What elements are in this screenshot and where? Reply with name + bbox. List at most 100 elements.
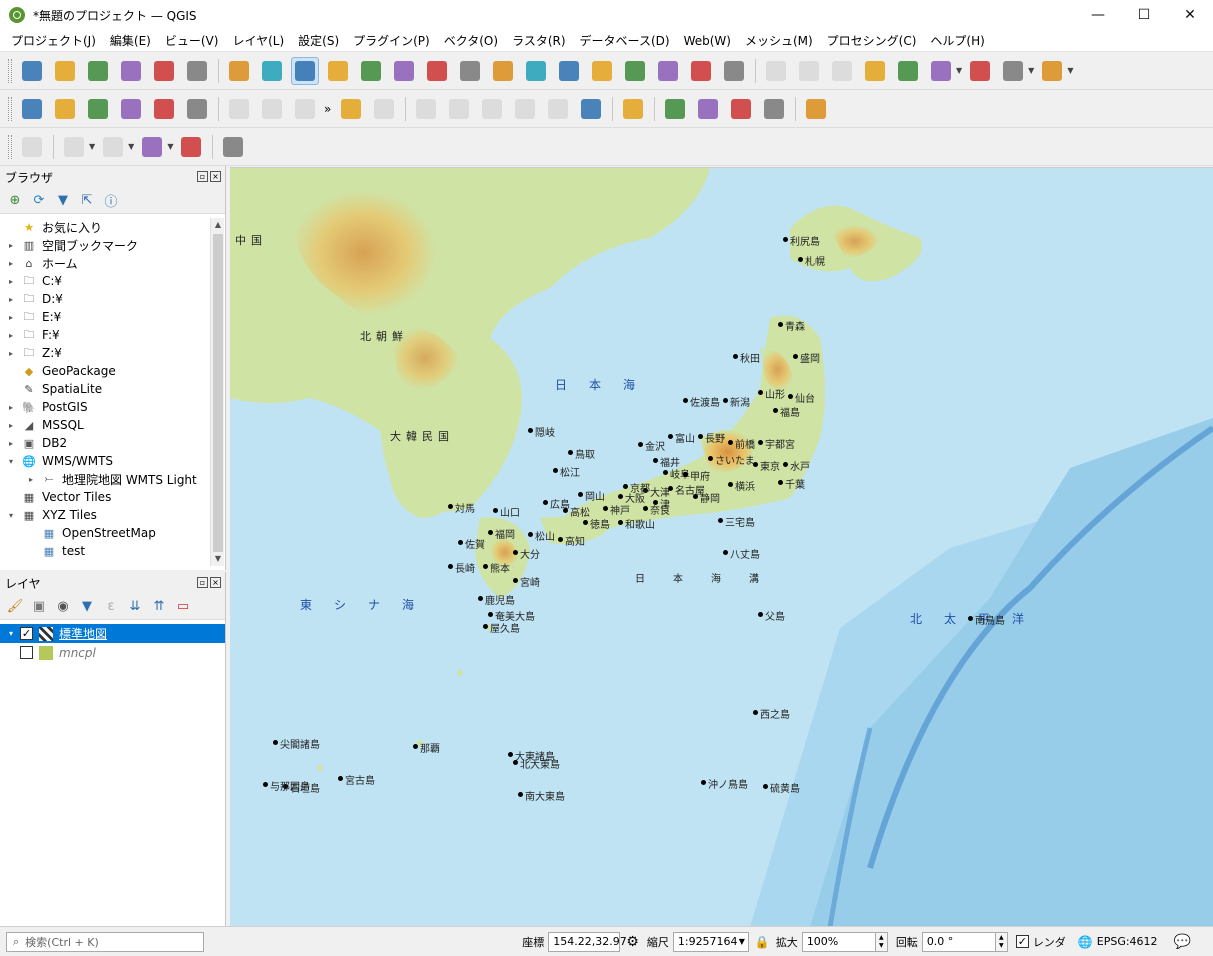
gis-plugin-button[interactable] [219, 133, 247, 161]
expand-arrow-icon[interactable]: ▸ [8, 258, 13, 268]
menu-raster[interactable]: ラスタ(R) [512, 34, 566, 48]
locator-search[interactable]: ⌕ 検索(Ctrl + K) [6, 931, 204, 952]
zoom-native-button[interactable] [456, 57, 484, 85]
properties-icon[interactable]: ⓘ [104, 195, 118, 210]
label-show-button[interactable] [478, 95, 506, 123]
select-location-button[interactable] [177, 133, 205, 161]
measure-button[interactable] [927, 57, 955, 85]
expand-arrow-icon[interactable]: ▸ [8, 240, 13, 250]
map-tips-button[interactable] [966, 57, 994, 85]
magnifier-spinner[interactable]: ▲ ▼ [875, 931, 888, 952]
browser-item[interactable]: ▸ ▣ DB2 [0, 434, 210, 452]
chevron-down-icon[interactable]: ▼ [1028, 66, 1035, 75]
menu-edit[interactable]: 編集(E) [109, 34, 151, 48]
identify-button[interactable] [762, 57, 790, 85]
text-annotation-button[interactable] [1038, 57, 1066, 85]
zoom-layer-button[interactable] [423, 57, 451, 85]
toolbar-grip[interactable] [8, 58, 12, 83]
qms-button[interactable] [694, 95, 722, 123]
zoom-out-button[interactable] [324, 57, 352, 85]
select-by-area-button[interactable] [60, 133, 88, 161]
refresh-button[interactable] [720, 57, 748, 85]
new-shapefile-button[interactable] [84, 95, 112, 123]
close-button[interactable]: ✕ [1184, 7, 1196, 23]
render-checkbox[interactable]: ✓ [1015, 935, 1029, 948]
label-pin-button[interactable] [445, 95, 473, 123]
expand-arrow-icon[interactable]: ▸ [8, 330, 13, 340]
filter-expression-icon[interactable]: ε [107, 599, 115, 614]
scroll-down-icon[interactable]: ▼ [214, 554, 222, 563]
expand-arrow-icon[interactable]: ▾ [8, 510, 13, 520]
wkt-button[interactable] [760, 95, 788, 123]
browser-item[interactable]: ✎ SpatiaLite [0, 380, 210, 398]
browser-item[interactable]: ▸ ⤚ 地理院地図 WMTS Light [0, 470, 210, 488]
browser-item[interactable]: ▦ test [0, 542, 210, 560]
label-move-button[interactable] [511, 95, 539, 123]
menu-web[interactable]: Web(W) [683, 33, 731, 48]
filter-icon[interactable]: ▼ [58, 193, 68, 208]
scroll-up-icon[interactable]: ▲ [214, 220, 222, 229]
lock-icon[interactable]: 🔒 [754, 934, 770, 949]
menu-help[interactable]: ヘルプ(H) [930, 34, 985, 48]
scale-field[interactable]: 1:9257164 ▼ [672, 931, 749, 952]
browser-scrollbar[interactable]: ▲ ▼ [210, 218, 224, 566]
layer-item[interactable]: mncpl [0, 643, 225, 662]
new-virtual-layer-button[interactable] [150, 95, 178, 123]
label-rotate-button[interactable] [544, 95, 572, 123]
new-map-view-button[interactable] [555, 57, 583, 85]
new-memory-layer-button[interactable] [183, 95, 211, 123]
label-change-button[interactable] [577, 95, 605, 123]
remove-layer-icon[interactable]: ▭ [176, 599, 190, 614]
expand-arrow-icon[interactable]: ▸ [8, 420, 13, 430]
select-feature-button[interactable] [18, 133, 46, 161]
menu-plugins[interactable]: プラグイン(P) [353, 34, 430, 48]
browser-item[interactable]: ▸ 🗀 D:¥ [0, 290, 210, 308]
refresh-icon[interactable]: ⟳ [33, 193, 45, 208]
zoom-next-button[interactable] [522, 57, 550, 85]
bookmark-new-button[interactable] [621, 57, 649, 85]
expand-arrow-icon[interactable]: ▸ [8, 438, 13, 448]
temporal-button[interactable] [687, 57, 715, 85]
menu-view[interactable]: ビュー(V) [164, 34, 219, 48]
collapse-all-icon[interactable]: ⇱ [81, 193, 93, 208]
crs-icon[interactable]: 🌐 [1077, 934, 1093, 949]
label-button[interactable] [412, 95, 440, 123]
add-selected-layers-icon[interactable]: ⊕ [9, 193, 21, 208]
menu-settings[interactable]: 設定(S) [298, 34, 340, 48]
manage-visibility-icon[interactable]: ◉ [57, 599, 69, 614]
scroll-thumb[interactable] [213, 234, 223, 552]
zoom-full-button[interactable] [357, 57, 385, 85]
field-calculator-button[interactable] [828, 57, 856, 85]
help-button[interactable] [802, 95, 830, 123]
map-canvas[interactable]: 日本海 東シナ海 北太平洋 日本海溝 北朝鮮 大韓民国 中国 札幌 青森 秋田 盛岡 山形 仙台 新潟 福島… [230, 167, 1213, 926]
browser-item[interactable]: ▸ 🗀 E:¥ [0, 308, 210, 326]
float-panel-icon[interactable]: ▫ [197, 577, 208, 588]
browser-item[interactable]: ▦ Vector Tiles [0, 488, 210, 506]
chevron-down-icon[interactable]: ▼ [167, 142, 174, 151]
browser-item[interactable]: ▾ ▦ XYZ Tiles [0, 506, 210, 524]
expand-arrow-icon[interactable]: ▾ [8, 456, 13, 466]
zoom-selection-button[interactable] [390, 57, 418, 85]
chevron-down-icon[interactable]: ▼ [89, 142, 96, 151]
minimize-button[interactable]: — [1091, 7, 1105, 23]
crs-value[interactable]: EPSG:4612 [1096, 935, 1158, 948]
expand-arrow-icon[interactable]: ▸ [8, 294, 13, 304]
pan-button[interactable] [225, 57, 253, 85]
bookmarks-button[interactable] [654, 57, 682, 85]
menu-project[interactable]: プロジェクト(J) [11, 34, 96, 48]
toolbar-grip[interactable] [8, 134, 12, 159]
collapse-all-icon[interactable]: ⇈ [153, 599, 165, 614]
python-button[interactable] [661, 95, 689, 123]
expand-all-icon[interactable]: ⇊ [129, 599, 141, 614]
browser-item[interactable]: ▸ 🗀 F:¥ [0, 326, 210, 344]
close-panel-icon[interactable]: × [210, 171, 221, 182]
expand-arrow-icon[interactable]: ▸ [8, 348, 13, 358]
browser-item[interactable]: ▸ 🗀 Z:¥ [0, 344, 210, 362]
expand-arrow-icon[interactable]: ▸ [28, 474, 33, 484]
new-3d-view-button[interactable] [588, 57, 616, 85]
chevron-down-icon[interactable]: ▼ [1067, 66, 1074, 75]
browser-item[interactable]: ◆ GeoPackage [0, 362, 210, 380]
print-layout-button[interactable] [117, 57, 145, 85]
save-edits-button[interactable] [291, 95, 319, 123]
expand-arrow-icon[interactable]: ▸ [8, 312, 13, 322]
